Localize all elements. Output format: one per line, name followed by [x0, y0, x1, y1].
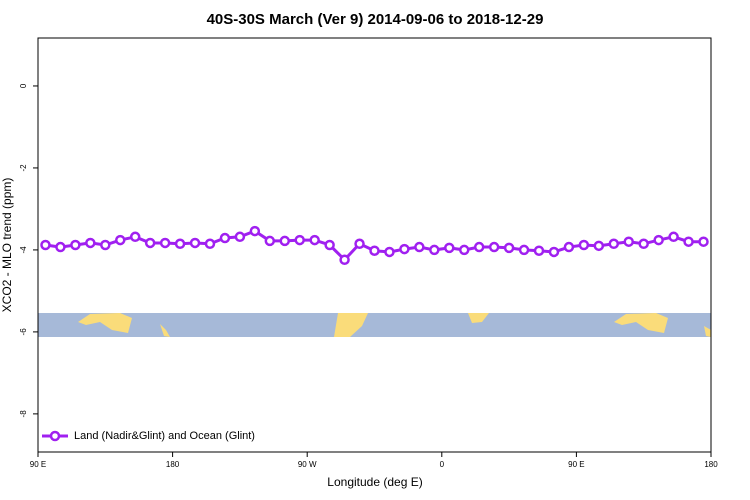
point — [593, 240, 605, 252]
legend-marker — [49, 430, 61, 442]
point — [55, 241, 66, 253]
point — [249, 225, 261, 237]
point — [279, 235, 291, 247]
point — [40, 239, 51, 251]
point — [518, 244, 530, 256]
point — [683, 236, 694, 247]
point — [698, 236, 709, 247]
map-strip — [38, 313, 711, 337]
y-tick-label: -2 — [19, 164, 28, 172]
x-axis-label: Longitude (deg E) — [327, 475, 422, 489]
point — [563, 241, 575, 253]
point — [159, 237, 171, 249]
point — [623, 236, 634, 247]
point — [70, 239, 81, 251]
point — [324, 239, 335, 251]
point — [144, 237, 156, 249]
point — [458, 244, 470, 256]
point — [354, 238, 365, 250]
x-tick-label: 180 — [704, 460, 718, 469]
point — [189, 237, 201, 249]
point — [369, 245, 380, 256]
point — [339, 254, 350, 266]
point — [204, 238, 216, 250]
point — [115, 234, 126, 246]
point — [129, 231, 141, 243]
point — [548, 246, 560, 258]
point — [309, 234, 320, 246]
point — [488, 241, 500, 253]
y-tick-label: -4 — [19, 246, 28, 254]
x-tick-label: 90 E — [30, 460, 46, 469]
x-tick-label: 0 — [440, 460, 445, 469]
y-tick-label: -6 — [19, 328, 28, 336]
x-tick-label: 90 E — [568, 460, 584, 469]
point — [533, 245, 545, 256]
point — [219, 232, 231, 244]
point — [174, 238, 186, 250]
point — [444, 242, 455, 254]
y-tick-label: -8 — [19, 410, 28, 418]
point — [234, 231, 246, 243]
point — [473, 241, 485, 253]
x-tick-label: 90 W — [298, 460, 317, 469]
point — [264, 235, 276, 247]
point — [85, 237, 96, 249]
point — [578, 239, 590, 251]
x-tick-label: 180 — [166, 460, 180, 469]
point — [503, 242, 515, 254]
point — [100, 239, 111, 251]
point — [653, 234, 664, 246]
y-tick-label: 0 — [19, 83, 28, 88]
point — [414, 241, 425, 253]
chart-title: 40S-30S March (Ver 9) 2014-09-06 to 2018… — [207, 11, 544, 28]
point — [429, 244, 440, 256]
point — [399, 243, 410, 255]
point — [384, 246, 395, 258]
plot-frame — [37, 37, 712, 453]
point — [608, 238, 620, 250]
point — [668, 231, 679, 243]
legend-label: Land (Nadir&Glint) and Ocean (Glint) — [74, 430, 255, 442]
point — [638, 238, 649, 250]
y-axis-label: XCO2 - MLO trend (ppm) — [0, 178, 14, 313]
point — [294, 234, 305, 246]
